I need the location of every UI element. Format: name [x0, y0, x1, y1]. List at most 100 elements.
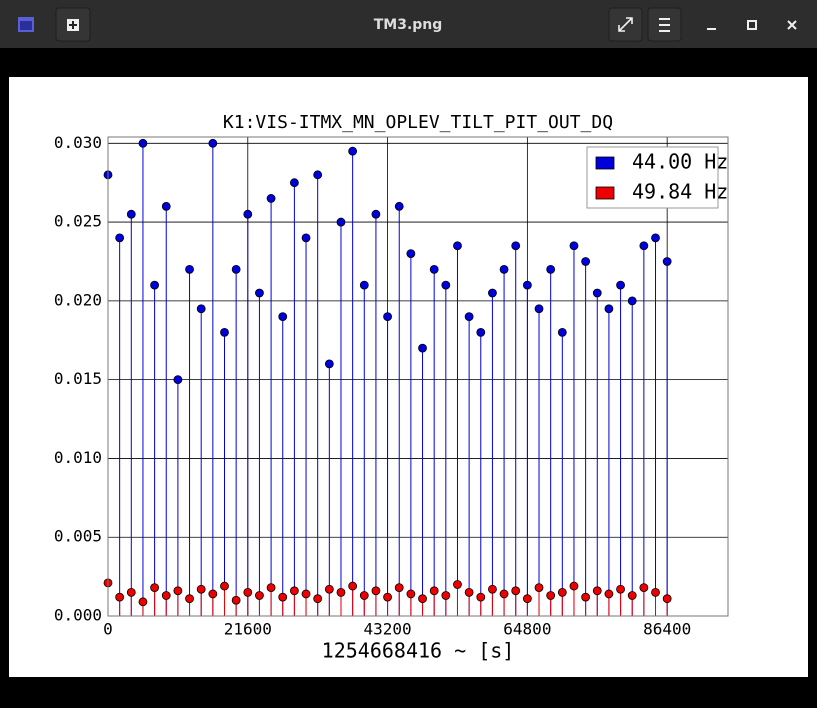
stem-marker	[196, 304, 206, 314]
stem-marker	[289, 178, 299, 188]
stem-marker	[161, 201, 171, 211]
stem-marker	[394, 201, 404, 211]
legend-swatch	[595, 186, 615, 200]
stem-marker	[336, 587, 346, 597]
stem-marker	[126, 209, 136, 219]
stem-marker	[557, 327, 567, 337]
stem-marker	[359, 591, 369, 600]
menu-button[interactable]	[647, 7, 682, 42]
y-tick-label: 0.005	[54, 527, 102, 546]
stem-marker	[662, 257, 672, 266]
stem-marker	[627, 296, 637, 306]
stem-marker	[138, 597, 148, 607]
app-icon	[18, 17, 34, 32]
legend: 44.00 Hz 49.84 Hz	[586, 146, 728, 209]
maximize-button[interactable]	[747, 20, 757, 30]
stem-marker	[546, 264, 556, 274]
legend-label: 44.00 Hz	[632, 150, 728, 174]
stem-marker	[639, 241, 649, 251]
chart-title: K1:VIS-ITMX_MN_OPLEV_TILT_PIT_OUT_DQ	[223, 112, 613, 133]
stem-marker	[441, 280, 451, 290]
stem-marker	[651, 233, 660, 243]
stem-marker	[464, 312, 474, 322]
stem-marker	[418, 594, 427, 604]
stem-marker	[453, 241, 462, 251]
stem-marker	[301, 589, 311, 599]
stem-marker	[185, 594, 194, 604]
plot-frame	[107, 136, 729, 617]
stem-marker	[499, 264, 509, 274]
stem-marker	[534, 304, 544, 314]
new-button[interactable]	[55, 7, 91, 42]
stem-marker	[651, 587, 660, 597]
stem-marker	[441, 591, 451, 600]
stem-marker	[371, 209, 381, 219]
stem-marker	[348, 146, 358, 156]
stem-marker	[255, 591, 264, 600]
x-tick-label: 64800	[503, 620, 551, 639]
stem-marker	[488, 584, 497, 594]
legend-label: 49.84 Hz	[632, 180, 728, 204]
stem-marker	[161, 591, 171, 600]
y-tick-label: 0.030	[54, 133, 102, 152]
stem-marker	[336, 217, 346, 227]
stem-marker	[511, 586, 521, 596]
stem-marker	[429, 586, 439, 596]
stem-marker	[126, 587, 136, 597]
stem-marker	[266, 583, 276, 593]
stem-marker	[581, 257, 591, 266]
stem-marker	[383, 312, 392, 322]
series	[103, 578, 672, 616]
stem-marker	[115, 233, 125, 243]
stem-marker	[278, 312, 288, 322]
stem-marker	[522, 280, 532, 290]
stem-marker	[255, 288, 264, 298]
stem-marker	[196, 584, 206, 594]
stem-marker	[429, 264, 439, 274]
stem-marker	[406, 589, 416, 599]
stem-marker	[546, 591, 556, 600]
stem-marker	[208, 589, 218, 599]
x-tick-label: 0	[103, 620, 113, 639]
y-tick-label: 0.020	[54, 290, 102, 309]
stem-marker	[511, 241, 521, 251]
stem-marker	[220, 581, 229, 591]
stem-marker	[406, 249, 416, 258]
close-button[interactable]	[787, 20, 797, 30]
stem-marker	[150, 583, 159, 593]
stem-marker	[627, 591, 637, 600]
stem-marker	[616, 584, 625, 594]
stem-marker	[324, 584, 334, 594]
stem-marker	[324, 359, 334, 369]
stem-marker	[464, 587, 474, 597]
stem-marker	[266, 194, 276, 203]
x-tick-label: 86400	[643, 620, 691, 639]
stem-marker	[453, 580, 462, 589]
stem-marker	[569, 581, 579, 591]
stem-marker	[394, 583, 404, 593]
stem-marker	[348, 581, 358, 591]
stem-marker	[383, 592, 392, 602]
stem-marker	[639, 583, 649, 593]
stem-marker	[115, 592, 125, 602]
stem-marker	[173, 375, 183, 385]
stem-marker	[289, 586, 299, 596]
stem-marker	[557, 587, 567, 597]
stem-marker	[243, 209, 253, 219]
stem-marker	[243, 587, 253, 597]
x-tick-label: 21600	[224, 620, 272, 639]
stem-marker	[371, 586, 381, 596]
legend-swatch	[595, 156, 615, 170]
stem-marker	[208, 138, 218, 148]
stem-marker	[581, 592, 591, 602]
stem-marker	[231, 264, 241, 274]
stem-marker	[231, 595, 241, 605]
stem-marker	[359, 280, 369, 290]
y-tick-label: 0.025	[54, 212, 102, 231]
stem-marker	[592, 586, 602, 596]
fullscreen-button[interactable]	[608, 7, 643, 42]
stem-marker	[138, 138, 148, 148]
